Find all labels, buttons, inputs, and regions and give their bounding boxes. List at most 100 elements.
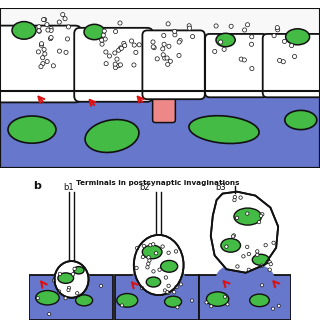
Circle shape [226, 303, 229, 306]
Circle shape [48, 36, 52, 41]
Ellipse shape [74, 267, 84, 274]
Circle shape [164, 276, 168, 279]
Circle shape [242, 255, 245, 258]
Circle shape [260, 264, 264, 268]
Circle shape [135, 266, 138, 269]
Circle shape [233, 198, 236, 202]
Circle shape [210, 305, 213, 308]
FancyBboxPatch shape [0, 26, 82, 102]
Circle shape [245, 245, 249, 249]
Circle shape [167, 291, 170, 294]
Circle shape [135, 246, 139, 250]
Circle shape [247, 268, 251, 272]
Ellipse shape [85, 120, 139, 152]
FancyBboxPatch shape [142, 30, 205, 99]
Circle shape [250, 67, 254, 71]
Bar [29, 276, 113, 320]
Circle shape [177, 53, 181, 58]
Circle shape [174, 250, 178, 253]
Ellipse shape [142, 245, 162, 259]
Circle shape [260, 212, 264, 216]
Circle shape [71, 273, 75, 276]
Circle shape [172, 291, 176, 294]
Circle shape [239, 196, 242, 199]
Circle shape [277, 304, 280, 307]
Circle shape [161, 47, 165, 51]
Ellipse shape [234, 208, 261, 225]
Circle shape [49, 26, 53, 30]
Circle shape [152, 45, 156, 50]
Circle shape [61, 12, 65, 17]
Circle shape [256, 253, 259, 257]
Circle shape [39, 43, 44, 47]
Circle shape [172, 29, 177, 33]
Circle shape [188, 26, 192, 30]
Ellipse shape [84, 24, 105, 40]
Circle shape [250, 35, 254, 39]
Circle shape [148, 259, 151, 262]
Circle shape [223, 295, 227, 298]
Circle shape [116, 64, 121, 68]
Ellipse shape [161, 260, 178, 272]
Circle shape [259, 214, 263, 218]
Ellipse shape [12, 21, 36, 39]
Circle shape [147, 262, 150, 265]
Circle shape [231, 235, 235, 238]
Circle shape [155, 57, 159, 61]
Circle shape [242, 58, 246, 62]
Ellipse shape [286, 29, 310, 45]
Circle shape [236, 216, 239, 220]
Circle shape [42, 47, 46, 52]
Circle shape [116, 48, 121, 52]
Bar [0, 91, 320, 168]
Circle shape [213, 49, 217, 53]
Ellipse shape [76, 295, 92, 306]
Circle shape [190, 299, 194, 302]
Circle shape [64, 50, 68, 54]
Ellipse shape [250, 294, 269, 307]
Circle shape [281, 60, 285, 64]
Ellipse shape [221, 239, 241, 252]
Circle shape [132, 43, 136, 47]
Circle shape [222, 47, 226, 52]
Circle shape [155, 252, 158, 255]
Circle shape [115, 57, 119, 61]
Circle shape [76, 292, 79, 295]
FancyBboxPatch shape [74, 28, 153, 102]
Circle shape [66, 25, 70, 29]
Circle shape [272, 34, 276, 38]
Circle shape [67, 286, 71, 290]
Ellipse shape [134, 235, 184, 295]
Circle shape [100, 42, 104, 46]
Circle shape [65, 37, 69, 41]
Circle shape [187, 24, 191, 28]
Ellipse shape [216, 262, 274, 291]
Circle shape [140, 286, 144, 290]
Circle shape [276, 28, 280, 32]
Circle shape [141, 255, 145, 259]
Text: Terminals in postsynaptic invaginations: Terminals in postsynaptic invaginations [76, 180, 240, 186]
Circle shape [229, 24, 233, 28]
Bar [116, 276, 199, 320]
Circle shape [48, 313, 51, 316]
Circle shape [114, 66, 118, 70]
Circle shape [268, 268, 271, 271]
Circle shape [167, 251, 170, 254]
Circle shape [42, 18, 46, 22]
Ellipse shape [58, 273, 74, 283]
Circle shape [275, 26, 279, 30]
Circle shape [57, 20, 61, 24]
Circle shape [173, 33, 177, 37]
Text: b2: b2 [139, 183, 150, 192]
Circle shape [158, 268, 161, 271]
Circle shape [256, 250, 259, 253]
FancyBboxPatch shape [263, 34, 320, 97]
Circle shape [119, 46, 124, 50]
Circle shape [100, 284, 103, 287]
Circle shape [149, 244, 152, 247]
Circle shape [73, 267, 76, 270]
Ellipse shape [36, 291, 59, 305]
Circle shape [219, 40, 223, 44]
Circle shape [166, 22, 170, 26]
Circle shape [37, 25, 41, 29]
